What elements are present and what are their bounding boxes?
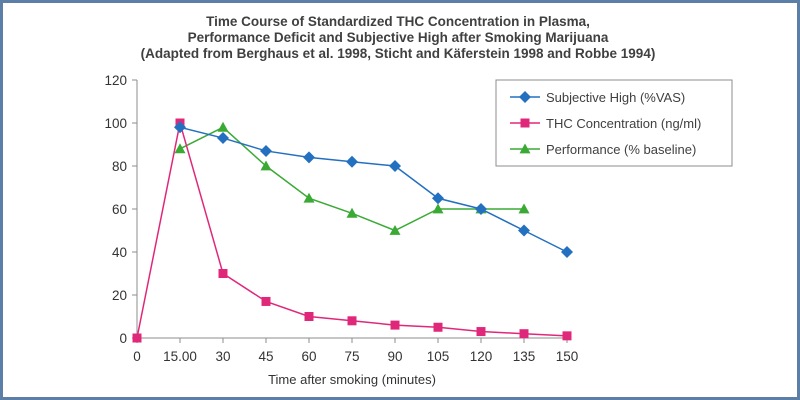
data-point [389,225,401,235]
y-tick-label: 60 [112,202,127,217]
series-subjective-high-vas [174,121,573,258]
chart-title-line-3: (Adapted from Berghaus et al. 1998, Stic… [141,46,656,61]
legend-marker [519,91,531,103]
data-point [217,121,229,132]
data-point [476,327,486,337]
data-point [132,333,142,343]
data-point [260,144,272,157]
data-point [304,312,314,321]
legend-label: Subjective High (%VAS) [546,90,685,105]
data-point [347,316,357,326]
series-line [179,126,568,253]
y-tick-label: 40 [112,245,127,260]
series-layer [132,118,573,343]
y-tick-label: 100 [104,116,127,131]
data-point [518,203,530,214]
data-point [260,160,272,171]
y-tick-label: 80 [112,159,127,174]
data-point [432,192,444,205]
x-axis-label: Time after smoking (minutes) [268,372,436,387]
data-point [346,155,358,168]
x-tick-label: 45 [258,349,273,364]
x-tick-label: 0 [133,349,141,364]
x-tick-label: 135 [513,349,536,364]
series-thc-concentration-ng-ml [132,118,572,343]
data-point [432,203,444,214]
chart-title: Time Course of Standardized THC Concentr… [141,14,656,61]
data-point [562,331,572,341]
legend-label: THC Concentration (ng/ml) [546,116,701,131]
x-tick-label: 105 [427,349,450,364]
y-tick-label: 120 [104,73,127,88]
y-tick-label: 20 [112,288,127,303]
y-tick-label: 0 [119,331,127,346]
data-point [174,143,186,154]
data-point [389,160,401,172]
chart-title-line-2: Performance Deficit and Subjective High … [188,30,609,45]
data-point [218,269,228,278]
legend-item-performance-baseline: Performance (% baseline) [510,142,696,157]
data-point [433,322,443,332]
x-tick-label: 60 [301,349,316,364]
data-point [303,151,315,164]
legend-item-subjective-high-vas: Subjective High (%VAS) [510,90,685,105]
x-tick-label: 75 [344,349,359,364]
legend-marker [519,143,531,154]
y-ticks: 0 20 40 60 80 100 120 [104,73,137,346]
series-performance-baseline [174,121,530,235]
data-point [303,192,315,203]
legend-item-thc-concentration-ng-ml: THC Concentration (ng/ml) [510,116,701,131]
legend: Subjective High (%VAS) THC Concentration … [495,79,733,167]
data-point [475,203,487,215]
x-tick-label: 15.00 [163,349,197,364]
x-tick-label: 30 [215,349,230,364]
legend-label: Performance (% baseline) [546,142,696,157]
data-point [561,246,573,258]
data-point [261,296,271,306]
data-point [217,132,229,145]
x-tick-label: 150 [556,349,579,364]
data-point [174,121,186,134]
data-point [519,329,529,339]
legend-marker [520,118,530,128]
x-tick-label: 90 [387,349,402,364]
data-point [346,207,358,218]
data-point [518,224,530,237]
x-ticks: 0 15.00 30 45 60 75 90 105 120 135 150 [133,338,578,364]
chart-title-line-1: Time Course of Standardized THC Concentr… [206,14,590,29]
data-point [390,320,400,330]
x-tick-label: 120 [470,349,493,364]
